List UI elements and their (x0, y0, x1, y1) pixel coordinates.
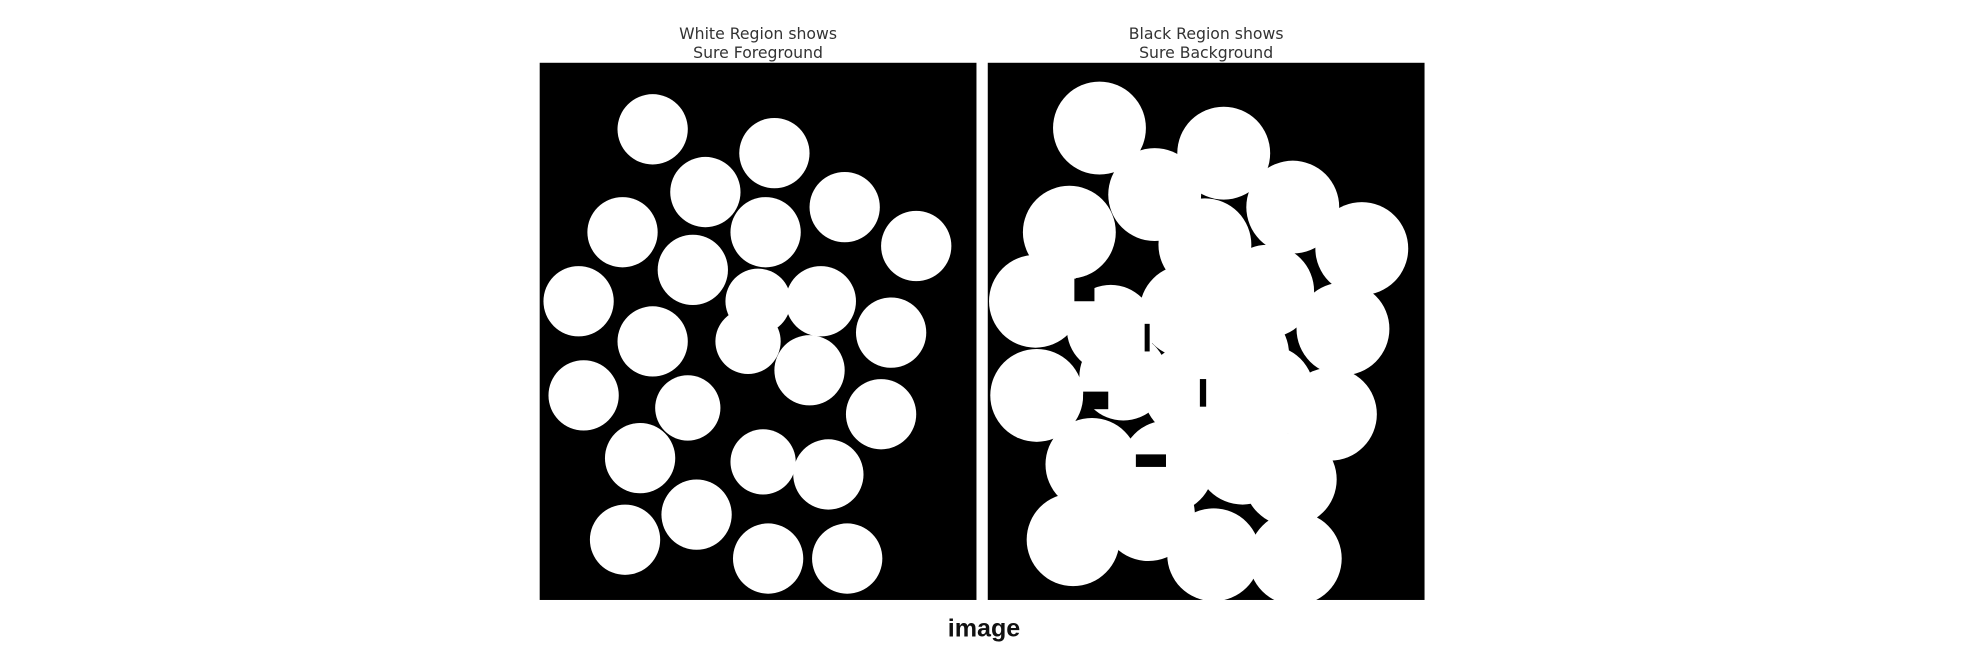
panel-title: Sure Background (1139, 43, 1273, 62)
panel-title: Sure Foreground (693, 43, 823, 62)
foreground-blobs (543, 94, 952, 594)
panel-title: Black Region shows (1129, 24, 1284, 43)
background-holes (1074, 278, 1207, 467)
panel-title: White Region shows (679, 24, 837, 43)
caption: image (948, 614, 1021, 642)
background-blobs (989, 81, 1409, 600)
